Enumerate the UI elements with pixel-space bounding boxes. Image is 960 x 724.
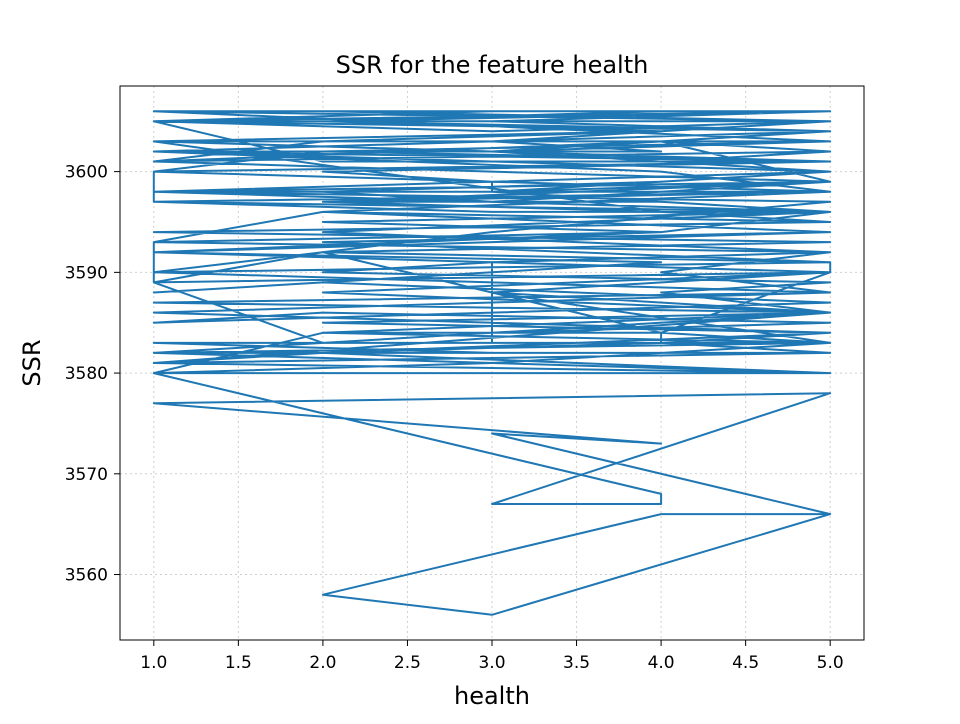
x-tick-label: 3.0	[478, 653, 505, 673]
y-axis-label: SSR	[18, 339, 46, 386]
y-tick-label: 3560	[65, 566, 108, 586]
x-tick-label: 2.5	[394, 653, 421, 673]
series-line-1	[152, 110, 832, 616]
x-tick-label: 1.0	[140, 653, 167, 673]
x-tick-label: 4.5	[732, 653, 759, 673]
x-tick-label: 2.0	[309, 653, 336, 673]
x-axis-label: health	[454, 682, 530, 710]
x-tick-label: 3.5	[563, 653, 590, 673]
x-axis-ticks: 1.0 1.5 2.0 2.5 3.0 3.5 4.0 4.5 5.0	[140, 640, 844, 673]
y-tick-label: 3590	[65, 263, 108, 283]
x-tick-label: 5.0	[817, 653, 844, 673]
series-layer	[152, 110, 832, 616]
y-tick-label: 3580	[65, 364, 108, 384]
y-tick-label: 3570	[65, 465, 108, 485]
chart-title: SSR for the feature health	[336, 51, 649, 79]
y-axis-ticks: 3560 3570 3580 3590 3600	[65, 163, 120, 586]
x-tick-label: 1.5	[225, 653, 252, 673]
x-tick-label: 4.0	[648, 653, 675, 673]
y-tick-label: 3600	[65, 163, 108, 183]
